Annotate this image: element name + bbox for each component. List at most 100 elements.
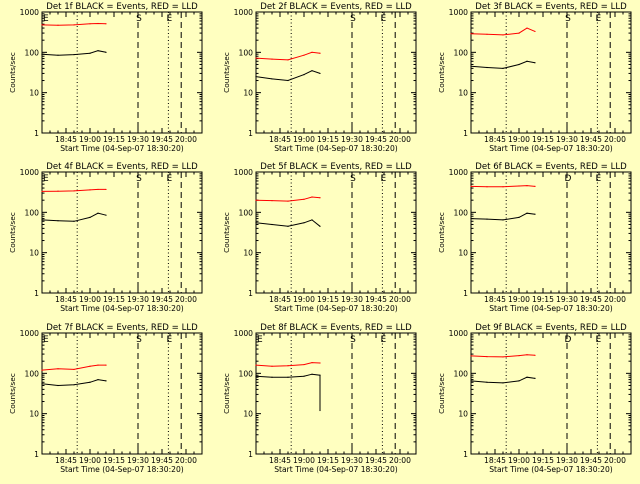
data-point-events [518, 380, 520, 382]
data-point-events [486, 381, 488, 383]
data-point-lld [97, 22, 99, 25]
x-tick-label: 18:45 [484, 295, 506, 304]
marker-label: E [381, 174, 387, 184]
data-point-events [311, 373, 313, 375]
data-point-lld [57, 190, 59, 192]
x-tick-label: 19:15 [532, 295, 554, 304]
data-point-events [271, 223, 273, 226]
marker-label: S [350, 335, 356, 345]
marker-label: E [167, 14, 173, 24]
x-axis: 18:45 19:00 19:15 19:30 19:45 20:00 [255, 333, 417, 465]
x-tick-label: 19:15 [317, 295, 339, 304]
data-point-lld [303, 198, 305, 200]
x-tick-label: 19:45 [365, 135, 387, 144]
data-point-lld [518, 355, 520, 357]
x-tick-label: 20:00 [389, 135, 411, 144]
marker-label: E [167, 335, 173, 345]
data-point-events [271, 78, 273, 80]
data-point-lld [73, 368, 75, 371]
panel-title: Det 7f BLACK = Events, RED = LLD [46, 323, 198, 333]
y-tick-label: 1 [34, 450, 39, 459]
plot-frame [41, 171, 203, 294]
x-tick-label: 19:30 [341, 456, 363, 465]
marker-label: E [596, 14, 602, 24]
panel-det-5f: Det 5f BLACK = Events, RED = LLD 1 10 100 10… [222, 162, 417, 313]
data-point-events [57, 220, 59, 222]
data-point-lld [105, 364, 107, 366]
data-point-lld [526, 27, 528, 29]
x-tick-label: 19:30 [556, 295, 578, 304]
x-axis: 18:45 19:00 19:15 19:30 19:45 20:00 [470, 12, 632, 144]
data-point-events [502, 67, 504, 69]
y-axis-label: Counts/sec [8, 212, 17, 253]
data-point-events [534, 377, 536, 379]
marker-label: E [596, 335, 602, 345]
series-line-events [255, 219, 321, 227]
x-axis: 18:45 19:00 19:15 19:30 19:45 20:00 [41, 12, 203, 144]
data-point-events [303, 74, 305, 76]
x-axis-label: Start Time (04-Sep-07 18:30:20) [489, 144, 613, 153]
x-tick-label: 19:45 [365, 456, 387, 465]
panel-det-2f: Det 2f BLACK = Events, RED = LLD 1 10 100 10… [222, 2, 417, 153]
y-tick-label: 10 [458, 410, 468, 419]
panel-title: Det 2f BLACK = Events, RED = LLD [260, 2, 412, 12]
data-point-events [73, 220, 75, 222]
data-point-events [97, 378, 99, 381]
x-tick-label: 19:30 [341, 135, 363, 144]
data-point-events [319, 374, 321, 376]
data-point-events [319, 225, 321, 227]
x-axis: 18:45 19:00 19:15 19:30 19:45 20:00 [41, 333, 203, 465]
panel-title: Det 9f BLACK = Events, RED = LLD [475, 323, 627, 333]
x-tick-label: 19:15 [317, 456, 339, 465]
panel-det-3f: Det 3f BLACK = Events, RED = LLD 1 10 100 10… [437, 2, 632, 153]
x-tick-label: 18:45 [269, 135, 291, 144]
data-point-lld [486, 33, 488, 35]
data-point-lld [534, 185, 536, 187]
series-line-lld [470, 354, 536, 358]
x-tick-label: 19:45 [151, 456, 173, 465]
data-point-lld [319, 362, 321, 364]
data-point-lld [255, 364, 257, 366]
data-point-events [287, 225, 289, 227]
y-tick-label: 1000 [449, 329, 468, 338]
plot-frame [41, 11, 203, 134]
x-tick-label: 19:00 [293, 295, 315, 304]
x-axis-label: Start Time (04-Sep-07 18:30:20) [489, 304, 613, 313]
x-tick-label: 20:00 [604, 295, 626, 304]
data-point-events [97, 50, 99, 52]
data-point-lld [303, 363, 305, 366]
data-point-lld [502, 186, 504, 188]
marker-label: S [350, 14, 356, 24]
data-point-events [105, 51, 107, 53]
data-point-lld [105, 23, 107, 25]
y-tick-label: 1000 [234, 329, 253, 338]
y-axis: 1 10 100 1000 [449, 329, 631, 459]
y-tick-label: 10 [243, 249, 253, 258]
x-tick-label: 19:00 [293, 456, 315, 465]
data-point-events [534, 62, 536, 64]
data-point-lld [271, 365, 273, 367]
data-point-events [73, 53, 75, 56]
x-tick-label: 18:45 [55, 295, 77, 304]
y-tick-label: 1 [34, 129, 39, 138]
data-point-lld [319, 197, 321, 199]
series-line-events [41, 212, 107, 222]
x-tick-label: 19:30 [127, 135, 149, 144]
series-line-events [41, 379, 107, 387]
panel-det-4f: Det 4f BLACK = Events, RED = LLD 1 10 100 10… [8, 162, 203, 313]
plot-frame [255, 11, 417, 134]
data-point-lld [41, 369, 43, 371]
y-tick-label: 1000 [449, 8, 468, 17]
y-axis: 1 10 100 1000 [234, 8, 416, 138]
plot-frame [470, 11, 632, 134]
marker-label: E [381, 335, 387, 345]
x-tick-label: 19:00 [79, 295, 101, 304]
series-line-events [255, 70, 321, 82]
series-line-events [470, 376, 536, 384]
data-point-lld [526, 185, 528, 187]
data-point-lld [518, 185, 520, 187]
y-tick-label: 1000 [20, 8, 39, 17]
x-axis: 18:45 19:00 19:15 19:30 19:45 20:00 [41, 172, 203, 304]
marker-label: E [43, 14, 49, 24]
